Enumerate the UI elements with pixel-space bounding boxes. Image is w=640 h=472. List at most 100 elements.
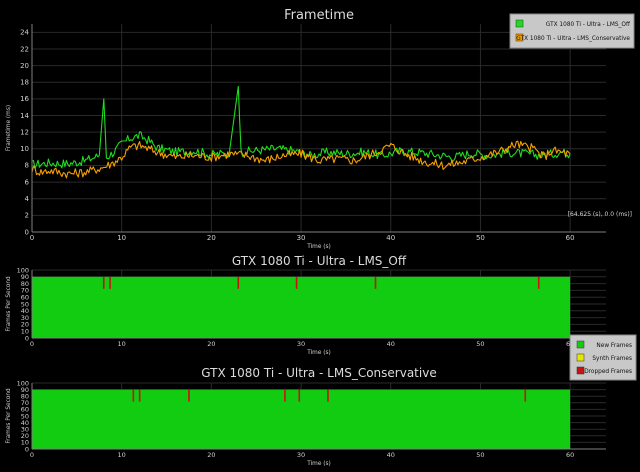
- x-tick-label: 50: [476, 340, 484, 348]
- fps-legend-swatch: [576, 366, 585, 375]
- y-tick-label: 40: [21, 419, 29, 427]
- x-tick-label: 0: [30, 340, 34, 348]
- y-tick-label: 70: [21, 287, 29, 295]
- x-axis-label: Time (s): [306, 461, 331, 467]
- dropped-frame-marker: [188, 389, 190, 402]
- y-tick-label: 18: [20, 79, 29, 87]
- fps-legend-swatch: [576, 353, 585, 362]
- dropped-frame-marker: [132, 389, 135, 402]
- chart-title: Frametime: [284, 8, 354, 23]
- y-tick-label: 80: [21, 393, 29, 401]
- x-tick-label: 30: [297, 451, 305, 459]
- x-tick-label: 60: [566, 451, 574, 459]
- y-tick-label: 14: [20, 112, 29, 120]
- dropped-frame-marker: [102, 276, 105, 289]
- dropped-frame-marker: [237, 276, 240, 289]
- legend-swatch: [515, 33, 524, 42]
- y-tick-label: 60: [21, 294, 29, 302]
- y-tick-label: 6: [25, 178, 30, 186]
- y-tick-label: 10: [21, 328, 29, 336]
- fps-legend: New Frames Synth Frames Dropped Frames: [569, 334, 637, 381]
- y-axis-label: Frametime (ms): [6, 105, 12, 151]
- y-tick-label: 30: [21, 314, 29, 322]
- y-tick-label: 40: [21, 307, 29, 315]
- x-tick-label: 30: [297, 234, 306, 242]
- cursor-readout: [64.625 (s), 0.0 (ms)]: [568, 211, 632, 218]
- x-tick-label: 40: [386, 234, 395, 242]
- dropped-frame-marker: [284, 389, 286, 402]
- y-tick-label: 20: [21, 321, 29, 329]
- x-tick-label: 30: [297, 340, 305, 348]
- y-tick-label: 8: [25, 162, 29, 170]
- fps-legend-swatch: [576, 340, 585, 349]
- x-tick-label: 50: [476, 451, 484, 459]
- dropped-frame-marker: [537, 276, 540, 289]
- y-tick-label: 20: [20, 62, 29, 70]
- y-tick-label: 50: [21, 300, 29, 308]
- x-axis-label: Time (s): [306, 350, 331, 356]
- y-tick-label: 100: [17, 266, 29, 274]
- chart-title: GTX 1080 Ti - Ultra - LMS_Conservative: [201, 366, 436, 380]
- dropped-frame-marker: [298, 389, 301, 402]
- x-tick-label: 10: [118, 451, 126, 459]
- new-frames-area: [32, 389, 571, 449]
- chart-title: GTX 1080 Ti - Ultra - LMS_Off: [232, 254, 407, 268]
- y-tick-label: 0: [25, 334, 29, 342]
- y-tick-label: 70: [21, 399, 29, 407]
- x-tick-label: 20: [207, 234, 216, 242]
- dropped-frame-marker: [524, 389, 527, 402]
- y-axis-label: Frames Per Second: [6, 388, 12, 444]
- x-tick-label: 10: [118, 340, 126, 348]
- dropped-frame-marker: [295, 276, 298, 289]
- y-tick-label: 0: [25, 228, 29, 236]
- x-tick-label: 60: [566, 234, 575, 242]
- x-tick-label: 0: [30, 234, 34, 242]
- fps-legend-label: Dropped Frames: [584, 369, 632, 375]
- legend-swatch: [515, 19, 524, 28]
- fps-legend-label: Synth Frames: [592, 356, 632, 362]
- legend-box: [509, 13, 635, 49]
- y-tick-label: 22: [20, 45, 29, 53]
- x-tick-label: 10: [117, 234, 126, 242]
- legend-label: GTX 1080 Ti - Ultra - LMS_Off: [546, 22, 631, 28]
- fps-legend-label: New Frames: [596, 343, 632, 349]
- y-tick-label: 30: [21, 426, 29, 434]
- legend: GTX 1080 Ti - Ultra - LMS_Off GTX 1080 Ti…: [509, 13, 635, 49]
- y-tick-label: 16: [20, 95, 29, 103]
- series-line-1: [31, 140, 571, 179]
- dropped-frame-marker: [138, 389, 141, 402]
- y-tick-label: 20: [21, 432, 29, 440]
- y-axis-label: Frames Per Second: [6, 276, 12, 332]
- y-tick-label: 12: [20, 128, 29, 136]
- new-frames-area: [32, 276, 571, 338]
- y-tick-label: 80: [21, 280, 29, 288]
- x-tick-label: 20: [207, 340, 215, 348]
- y-tick-label: 24: [20, 29, 29, 37]
- chart-2: GTX 1080 Ti - Ultra - LMS_Conservative01…: [6, 366, 606, 467]
- y-tick-label: 50: [21, 412, 29, 420]
- y-tick-label: 10: [21, 439, 29, 447]
- y-tick-label: 90: [21, 273, 29, 281]
- dropped-frame-marker: [109, 276, 111, 289]
- legend-label: GTX 1080 Ti - Ultra - LMS_Conservative: [516, 36, 630, 42]
- x-tick-label: 50: [476, 234, 485, 242]
- x-tick-label: 0: [30, 451, 34, 459]
- chart-1: GTX 1080 Ti - Ultra - LMS_Off01020304050…: [6, 254, 606, 356]
- x-axis-label: Time (s): [306, 244, 331, 250]
- y-tick-label: 4: [25, 195, 30, 203]
- x-tick-label: 40: [387, 340, 395, 348]
- y-tick-label: 0: [25, 445, 29, 453]
- y-tick-label: 60: [21, 406, 29, 414]
- y-tick-label: 2: [25, 212, 29, 220]
- series-line-0: [31, 85, 571, 169]
- dropped-frame-marker: [327, 389, 329, 402]
- y-tick-label: 90: [21, 386, 29, 394]
- dropped-frame-marker: [374, 276, 377, 289]
- y-tick-label: 100: [17, 379, 29, 387]
- y-tick-label: 10: [20, 145, 29, 153]
- x-tick-label: 20: [207, 451, 215, 459]
- x-tick-label: 40: [387, 451, 395, 459]
